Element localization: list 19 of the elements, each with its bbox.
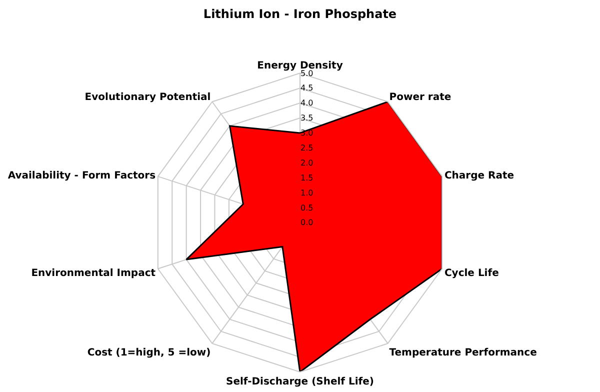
chart-title: Lithium Ion - Iron Phosphate [203,7,397,22]
spoke-label: Environmental Impact [31,268,156,279]
y-tick-label: 0.0 [300,218,314,228]
y-tick-label: 2.0 [300,158,314,168]
y-tick-label: 1.5 [300,173,314,182]
spoke-label: Evolutionary Potential [84,92,211,104]
y-tick-label: 3.5 [300,114,314,123]
y-tick-label: 4.0 [300,98,314,108]
spoke-label: Availability - Form Factors [8,170,156,182]
spoke-label: Cycle Life [444,268,500,279]
spoke-label: Cost (1=high, 5 =low) [87,348,211,359]
y-tick-label: 4.5 [300,84,314,93]
spoke-label: Power rate [389,92,452,104]
spoke-label: Self-Discharge (Shelf Life) [226,376,374,388]
spoke-label: Charge Rate [444,170,514,182]
y-tick-label: 1.0 [300,188,314,198]
y-tick-label: 2.5 [300,144,314,152]
y-tick-label: 0.5 [300,203,314,212]
spoke-label: Temperature Performance [389,348,538,359]
